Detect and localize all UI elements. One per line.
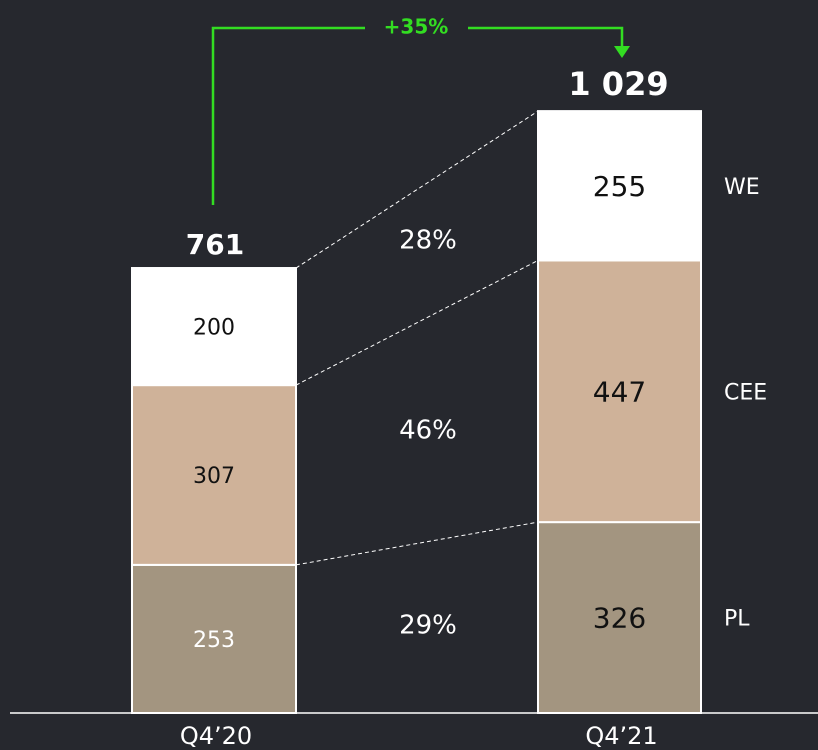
x-tick-label: Q4’21 [585,722,657,750]
bar-segment [537,521,702,715]
connector [295,259,539,386]
bar-segment [131,267,297,387]
segment-label: 326 [593,602,646,635]
bar-segment [537,259,702,524]
bar-segment [537,110,702,262]
connector [295,110,539,269]
bar-segment [131,563,297,715]
share-label: 46% [399,416,457,446]
legend-label: CEE [724,380,767,405]
arrow-head [614,46,630,58]
segment-label: 200 [193,316,235,341]
segment-label: 255 [593,170,646,203]
segment-label: 253 [193,628,235,653]
segment-label: 447 [593,375,646,408]
x-tick-label: Q4’20 [180,722,252,750]
legend-label: WE [724,175,760,200]
legend-label: PL [724,607,750,632]
growth-arrow [211,26,624,205]
share-label: 28% [399,226,457,256]
total-label: 761 [186,228,244,261]
total-label: 1 029 [568,65,668,103]
share-label: 29% [399,611,457,641]
connector [295,521,539,566]
growth-label: +35% [384,15,449,39]
segment-label: 307 [193,464,235,489]
bar-segment [131,384,297,566]
